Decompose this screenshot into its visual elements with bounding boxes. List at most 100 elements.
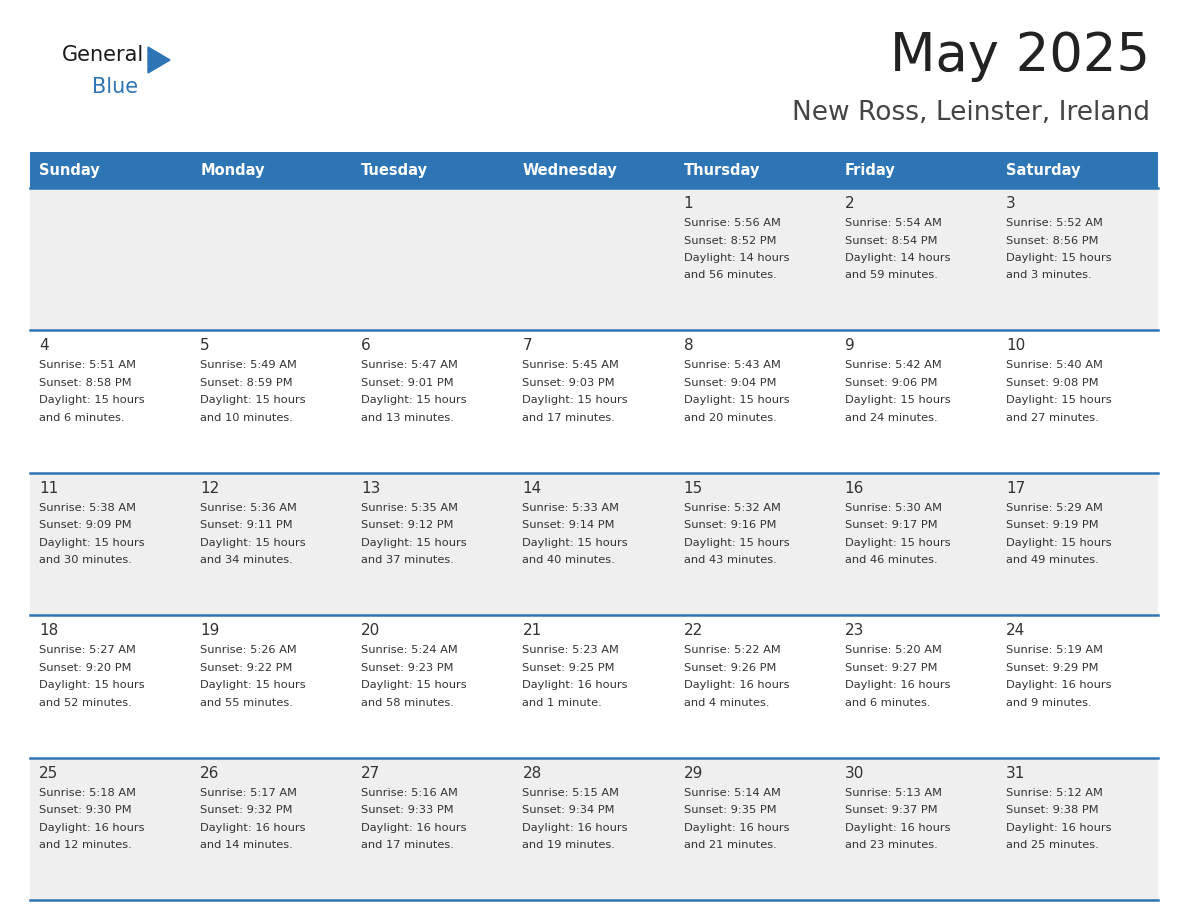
- Text: Monday: Monday: [200, 162, 265, 177]
- Text: Sunrise: 5:40 AM: Sunrise: 5:40 AM: [1006, 361, 1102, 370]
- Text: 12: 12: [200, 481, 220, 496]
- Text: and 9 minutes.: and 9 minutes.: [1006, 698, 1092, 708]
- Text: 19: 19: [200, 623, 220, 638]
- Text: and 3 minutes.: and 3 minutes.: [1006, 271, 1092, 281]
- Text: Sunrise: 5:15 AM: Sunrise: 5:15 AM: [523, 788, 619, 798]
- Bar: [675, 152, 835, 188]
- Text: Daylight: 16 hours: Daylight: 16 hours: [39, 823, 145, 833]
- Text: Sunset: 8:52 PM: Sunset: 8:52 PM: [683, 236, 776, 245]
- Text: 15: 15: [683, 481, 703, 496]
- Text: Sunset: 9:27 PM: Sunset: 9:27 PM: [845, 663, 937, 673]
- Text: Sunrise: 5:13 AM: Sunrise: 5:13 AM: [845, 788, 942, 798]
- Text: Daylight: 15 hours: Daylight: 15 hours: [683, 396, 789, 406]
- Text: Sunrise: 5:47 AM: Sunrise: 5:47 AM: [361, 361, 459, 370]
- Text: Sunset: 8:56 PM: Sunset: 8:56 PM: [1006, 236, 1099, 245]
- Text: Sunset: 9:32 PM: Sunset: 9:32 PM: [200, 805, 292, 815]
- Text: 28: 28: [523, 766, 542, 780]
- Text: Sunset: 9:30 PM: Sunset: 9:30 PM: [39, 805, 132, 815]
- Text: 9: 9: [845, 339, 854, 353]
- Text: Daylight: 14 hours: Daylight: 14 hours: [845, 253, 950, 263]
- Text: Daylight: 16 hours: Daylight: 16 hours: [361, 823, 467, 833]
- Text: Daylight: 16 hours: Daylight: 16 hours: [523, 823, 628, 833]
- Text: Sunrise: 5:45 AM: Sunrise: 5:45 AM: [523, 361, 619, 370]
- Text: and 34 minutes.: and 34 minutes.: [200, 555, 293, 565]
- Bar: [191, 152, 353, 188]
- Text: 3: 3: [1006, 196, 1016, 211]
- Text: 13: 13: [361, 481, 380, 496]
- Bar: [353, 152, 513, 188]
- Text: and 1 minute.: and 1 minute.: [523, 698, 602, 708]
- Text: Sunrise: 5:54 AM: Sunrise: 5:54 AM: [845, 218, 942, 228]
- Text: and 27 minutes.: and 27 minutes.: [1006, 413, 1099, 423]
- Bar: [30, 330, 1158, 473]
- Text: New Ross, Leinster, Ireland: New Ross, Leinster, Ireland: [792, 100, 1150, 126]
- Text: Tuesday: Tuesday: [361, 162, 429, 177]
- Text: Daylight: 15 hours: Daylight: 15 hours: [361, 538, 467, 548]
- Text: and 12 minutes.: and 12 minutes.: [39, 840, 132, 850]
- Bar: [835, 152, 997, 188]
- Text: Sunrise: 5:12 AM: Sunrise: 5:12 AM: [1006, 788, 1102, 798]
- Text: Sunset: 9:22 PM: Sunset: 9:22 PM: [200, 663, 292, 673]
- Text: and 46 minutes.: and 46 minutes.: [845, 555, 937, 565]
- Text: Sunset: 9:20 PM: Sunset: 9:20 PM: [39, 663, 132, 673]
- Text: Daylight: 16 hours: Daylight: 16 hours: [683, 823, 789, 833]
- Text: 6: 6: [361, 339, 371, 353]
- Text: Daylight: 16 hours: Daylight: 16 hours: [523, 680, 628, 690]
- Text: and 14 minutes.: and 14 minutes.: [200, 840, 293, 850]
- Text: Daylight: 15 hours: Daylight: 15 hours: [523, 538, 628, 548]
- Text: Daylight: 15 hours: Daylight: 15 hours: [1006, 253, 1112, 263]
- Text: and 43 minutes.: and 43 minutes.: [683, 555, 776, 565]
- Text: Sunset: 9:04 PM: Sunset: 9:04 PM: [683, 378, 776, 388]
- Text: Sunset: 8:54 PM: Sunset: 8:54 PM: [845, 236, 937, 245]
- Text: 23: 23: [845, 623, 864, 638]
- Bar: [30, 188, 1158, 330]
- Text: Wednesday: Wednesday: [523, 162, 618, 177]
- Text: Sunrise: 5:42 AM: Sunrise: 5:42 AM: [845, 361, 941, 370]
- Text: and 37 minutes.: and 37 minutes.: [361, 555, 454, 565]
- Text: Daylight: 15 hours: Daylight: 15 hours: [39, 538, 145, 548]
- Text: Sunday: Sunday: [39, 162, 100, 177]
- Text: 31: 31: [1006, 766, 1025, 780]
- Text: Daylight: 15 hours: Daylight: 15 hours: [39, 396, 145, 406]
- Text: 30: 30: [845, 766, 864, 780]
- Text: and 21 minutes.: and 21 minutes.: [683, 840, 776, 850]
- Text: Sunrise: 5:19 AM: Sunrise: 5:19 AM: [1006, 645, 1102, 655]
- Text: and 20 minutes.: and 20 minutes.: [683, 413, 776, 423]
- Text: Sunset: 9:01 PM: Sunset: 9:01 PM: [361, 378, 454, 388]
- Text: 22: 22: [683, 623, 703, 638]
- Text: and 17 minutes.: and 17 minutes.: [523, 413, 615, 423]
- Text: and 40 minutes.: and 40 minutes.: [523, 555, 615, 565]
- Text: 10: 10: [1006, 339, 1025, 353]
- Text: Sunset: 9:34 PM: Sunset: 9:34 PM: [523, 805, 615, 815]
- Text: Sunrise: 5:22 AM: Sunrise: 5:22 AM: [683, 645, 781, 655]
- Text: 14: 14: [523, 481, 542, 496]
- Text: Daylight: 16 hours: Daylight: 16 hours: [845, 823, 950, 833]
- Bar: [30, 615, 1158, 757]
- Text: and 25 minutes.: and 25 minutes.: [1006, 840, 1099, 850]
- Text: Daylight: 15 hours: Daylight: 15 hours: [683, 538, 789, 548]
- Text: Sunrise: 5:29 AM: Sunrise: 5:29 AM: [1006, 503, 1102, 513]
- Text: Daylight: 16 hours: Daylight: 16 hours: [200, 823, 305, 833]
- Text: Daylight: 16 hours: Daylight: 16 hours: [1006, 823, 1111, 833]
- Text: and 13 minutes.: and 13 minutes.: [361, 413, 454, 423]
- Text: Sunrise: 5:32 AM: Sunrise: 5:32 AM: [683, 503, 781, 513]
- Text: Friday: Friday: [845, 162, 896, 177]
- Text: Thursday: Thursday: [683, 162, 760, 177]
- Text: and 55 minutes.: and 55 minutes.: [200, 698, 293, 708]
- Text: 8: 8: [683, 339, 693, 353]
- Text: 2: 2: [845, 196, 854, 211]
- Text: and 19 minutes.: and 19 minutes.: [523, 840, 615, 850]
- Text: Sunrise: 5:16 AM: Sunrise: 5:16 AM: [361, 788, 459, 798]
- Text: Sunset: 9:06 PM: Sunset: 9:06 PM: [845, 378, 937, 388]
- Text: Sunrise: 5:33 AM: Sunrise: 5:33 AM: [523, 503, 619, 513]
- Text: Sunrise: 5:38 AM: Sunrise: 5:38 AM: [39, 503, 135, 513]
- Bar: [30, 473, 1158, 615]
- Text: 11: 11: [39, 481, 58, 496]
- Text: Daylight: 15 hours: Daylight: 15 hours: [200, 396, 305, 406]
- Text: and 56 minutes.: and 56 minutes.: [683, 271, 776, 281]
- Text: 25: 25: [39, 766, 58, 780]
- Text: 16: 16: [845, 481, 864, 496]
- Text: Sunrise: 5:26 AM: Sunrise: 5:26 AM: [200, 645, 297, 655]
- Text: Sunrise: 5:36 AM: Sunrise: 5:36 AM: [200, 503, 297, 513]
- Text: Sunset: 9:16 PM: Sunset: 9:16 PM: [683, 521, 776, 531]
